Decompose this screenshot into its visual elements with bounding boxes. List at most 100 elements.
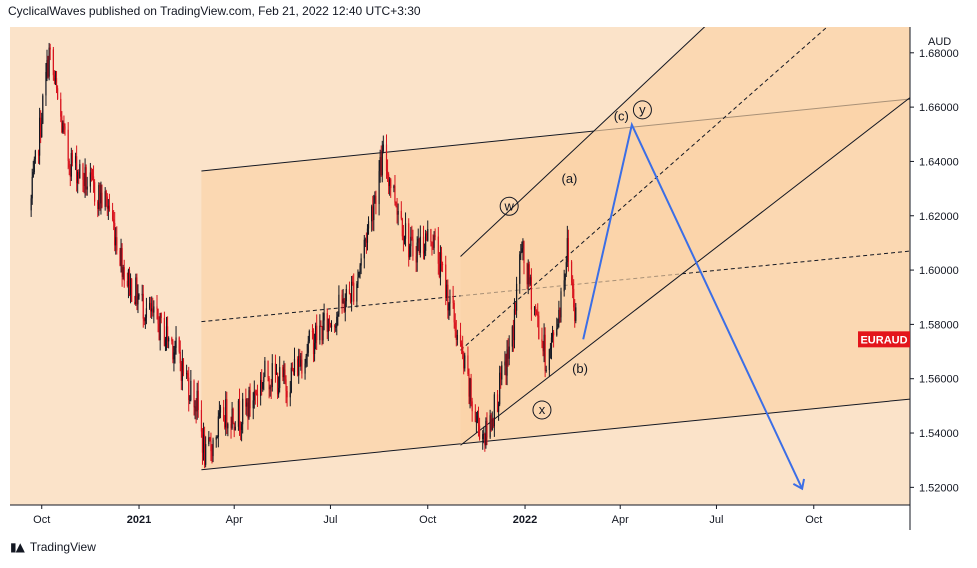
candle-body [493, 394, 495, 427]
price-axis-panel [910, 27, 977, 530]
candle-body [433, 235, 435, 248]
candle-body [463, 353, 465, 369]
candle-body [119, 250, 121, 266]
candle-body [252, 400, 254, 409]
x-tick-label: Jul [709, 514, 723, 526]
axes-layer: 1.68000 1.66000 1.64000 1.62000 1.60000 1.580… [0, 27, 977, 530]
candle-body [64, 126, 66, 130]
candle-body [471, 401, 473, 412]
candle-body [305, 356, 307, 364]
candle-body [400, 210, 402, 219]
candle-body [171, 337, 173, 342]
candle-body [563, 280, 565, 292]
candle-body [115, 237, 117, 246]
candle-body [348, 289, 351, 294]
candle-body [372, 206, 374, 221]
candle-body [408, 223, 410, 258]
candle-body [491, 418, 493, 430]
candle-body [264, 360, 266, 377]
candle-body [120, 248, 122, 266]
candle-body [499, 372, 501, 405]
candle-body [418, 238, 420, 253]
candle-body [519, 254, 521, 284]
candle-body [164, 339, 167, 346]
candle-body [412, 238, 414, 257]
wave-label-circle [499, 196, 519, 216]
candle-body [108, 205, 111, 211]
x-tick-label: 2021 [127, 514, 151, 526]
candle-body [537, 314, 539, 316]
candle-body [129, 278, 132, 296]
candle-body [530, 277, 532, 310]
candle-body [535, 306, 537, 311]
candle-body [515, 283, 518, 311]
candle-body [432, 245, 434, 248]
candle-body [359, 265, 361, 272]
candle-body [456, 334, 458, 340]
footer: ▮▲ TradingView [10, 540, 96, 554]
candle-body [301, 359, 303, 374]
candle-body [262, 382, 264, 389]
candle-body [104, 191, 106, 207]
candle-body [290, 367, 292, 393]
candle-body [556, 328, 558, 336]
x-tick-label: Oct [805, 514, 822, 526]
candle-body [218, 412, 221, 417]
candle-body [474, 411, 476, 422]
candle-body [575, 307, 577, 321]
candle-body [261, 379, 263, 389]
candle-body [364, 239, 366, 241]
projection-arrowhead [792, 478, 806, 491]
candle-body [247, 402, 249, 418]
y-tick-label: 1.52000 [919, 482, 959, 494]
candle-body [449, 296, 451, 304]
wave-label: (a) [562, 171, 578, 186]
candle-body [550, 337, 553, 348]
candle-body [230, 424, 232, 429]
candle-body [322, 320, 324, 341]
candle-body [116, 237, 118, 251]
candle-body [323, 313, 325, 321]
candle-body [349, 293, 352, 302]
x-tick-label: 2022 [513, 514, 537, 526]
candle-body [338, 294, 340, 315]
candle-body [249, 390, 251, 409]
candle-body [559, 309, 561, 318]
candle-body [380, 157, 382, 176]
candle-body [557, 323, 559, 329]
y-tick-label: 1.54000 [919, 428, 959, 440]
candle-body [386, 170, 389, 175]
candle-body [77, 171, 79, 184]
candle-body [121, 248, 123, 277]
candle-body [134, 301, 136, 305]
candle-body [373, 203, 375, 221]
candle-body [371, 206, 373, 222]
candle-body [153, 306, 155, 313]
candle-body [462, 346, 464, 354]
candle-body [168, 337, 170, 342]
candle-body [548, 349, 550, 370]
candle-body [63, 122, 65, 127]
candle-body [441, 264, 444, 266]
brand-name[interactable]: TradingView [29, 540, 96, 554]
candle-body [299, 355, 301, 367]
symbol-tag-label: EURAUD [860, 334, 907, 346]
candle-body [217, 416, 219, 437]
candle-body [282, 367, 284, 378]
candle-body [312, 331, 315, 354]
candle-body [313, 343, 316, 354]
candle-body [138, 295, 140, 297]
wave-label-circle [632, 100, 652, 120]
candle-body [187, 373, 189, 378]
candle-body [122, 267, 124, 277]
candle-body [225, 399, 227, 428]
candle-body [460, 343, 463, 347]
candle-body [508, 346, 510, 359]
candle-body [560, 291, 562, 318]
tradingview-logo-icon[interactable]: ▮▲ [10, 540, 25, 554]
candle-body [60, 98, 62, 117]
x-tick-label: Oct [419, 514, 436, 526]
candle-body [219, 407, 222, 413]
candle-body [417, 238, 419, 243]
